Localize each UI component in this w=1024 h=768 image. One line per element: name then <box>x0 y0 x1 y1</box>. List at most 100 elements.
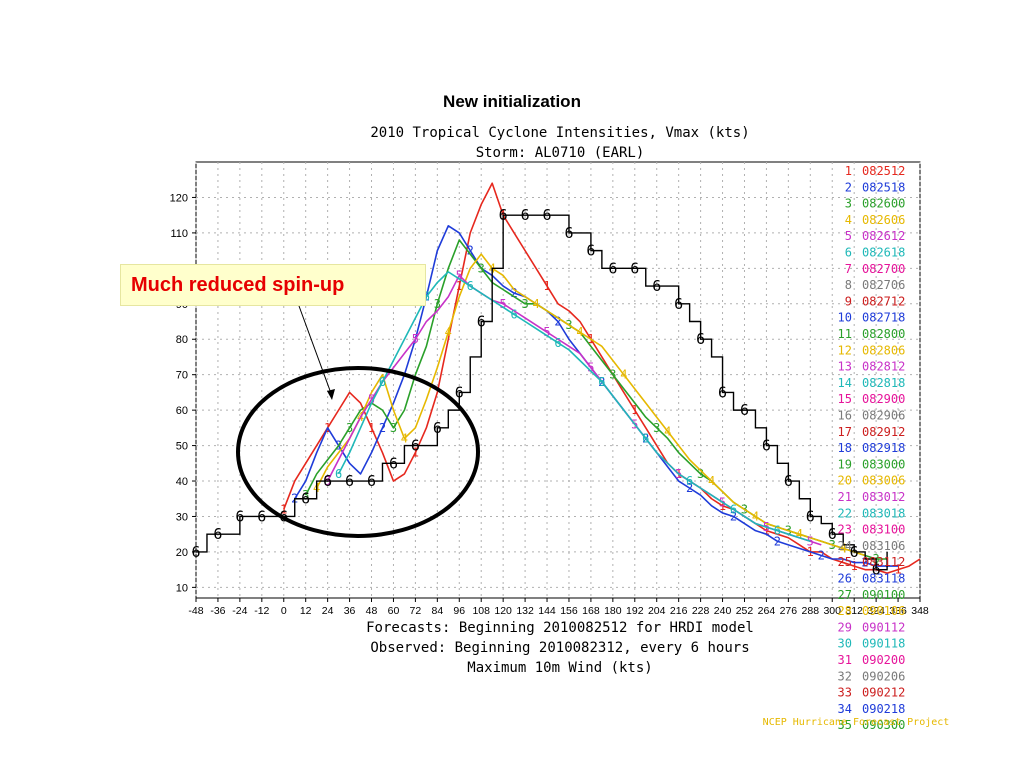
legend-number: 14 <box>838 376 852 390</box>
legend-number: 34 <box>838 702 852 716</box>
observed-marker: 6 <box>257 507 266 525</box>
legend-number: 7 <box>845 262 852 276</box>
legend-label: 082606 <box>862 213 905 227</box>
y-axis-ticks: 102030405060708090100110120 <box>170 192 196 594</box>
legend-number: 25 <box>838 555 852 569</box>
series-marker: 4 <box>532 297 539 311</box>
x-tick-label: 144 <box>538 605 556 617</box>
observed-marker: 6 <box>301 490 310 508</box>
x-tick-label: 48 <box>366 605 378 617</box>
x-tick-label: 0 <box>281 605 287 617</box>
observed-marker: 6 <box>806 507 815 525</box>
x-tick-label: 228 <box>692 605 710 617</box>
legend-number: 16 <box>838 409 852 423</box>
observed-line <box>196 214 888 571</box>
series-marker: 2 <box>554 315 561 329</box>
legend-number: 22 <box>838 506 852 520</box>
callout-text: Much reduced spin-up <box>131 274 345 296</box>
series-marker: 2 <box>686 481 693 495</box>
legend-label: 083118 <box>862 572 905 586</box>
observed-marker: 6 <box>389 454 398 472</box>
series-marker: 4 <box>401 431 408 445</box>
plot-frame <box>195 161 921 599</box>
legend-number: 4 <box>845 213 852 227</box>
legend-number: 10 <box>838 311 852 325</box>
legend-number: 15 <box>838 392 852 406</box>
callout-arrow-head <box>327 389 335 400</box>
x-tick-label: 264 <box>758 605 776 617</box>
series-marker: 6 <box>379 375 386 389</box>
y-tick-label: 30 <box>176 511 188 523</box>
series-marker: 5 <box>412 332 419 346</box>
legend-label: 082512 <box>862 164 905 178</box>
observed-marker: 6 <box>608 259 617 277</box>
series-marker: 4 <box>576 325 583 339</box>
x-tick-label: 204 <box>648 605 666 617</box>
legend-number: 20 <box>838 474 852 488</box>
observed-marker: 6 <box>323 472 332 490</box>
highlight-ellipse <box>236 366 480 538</box>
legend-number: 17 <box>838 425 852 439</box>
observed-marker: 6 <box>433 419 442 437</box>
series-marker: 6 <box>598 375 605 389</box>
legend-number: 13 <box>838 360 852 374</box>
series-marker: 1 <box>412 446 419 460</box>
series-marker: 6 <box>511 307 518 321</box>
x-tick-label: 132 <box>516 605 534 617</box>
x-tick-label: 312 <box>845 605 863 617</box>
legend-label: 083106 <box>862 539 905 553</box>
callout-arrow-line <box>298 305 333 397</box>
x-tick-label: 348 <box>911 605 929 617</box>
series-marker: 1 <box>763 524 770 538</box>
series-marker: 1 <box>894 563 901 577</box>
observed-marker: 6 <box>850 543 859 561</box>
legend-label: 082812 <box>862 360 905 374</box>
legend-number: 24 <box>838 539 852 553</box>
legend-number: 27 <box>838 588 852 602</box>
chart-title: 2010 Tropical Cyclone Intensities, Vmax … <box>370 125 749 141</box>
footer-line-2: Observed: Beginning 2010082312, every 6 … <box>370 640 749 656</box>
x-tick-label: 336 <box>889 605 907 617</box>
x-tick-label: 240 <box>714 605 732 617</box>
observed-marker: 6 <box>455 383 464 401</box>
observed-marker: 6 <box>674 295 683 313</box>
grid-lines <box>195 162 921 598</box>
series-marker: 3 <box>609 368 616 382</box>
y-tick-label: 50 <box>176 441 188 453</box>
series-marker: 2 <box>774 534 781 548</box>
series-marker: 3 <box>346 421 353 435</box>
observed-marker: 6 <box>235 507 244 525</box>
series-marker: 4 <box>840 541 847 555</box>
series-line-082618 <box>337 271 811 543</box>
series-marker: 4 <box>620 368 627 382</box>
observed-marker: 6 <box>345 472 354 490</box>
legend-label: 083100 <box>862 523 905 537</box>
legend-number: 2 <box>845 180 852 194</box>
series-marker: 2 <box>862 556 869 570</box>
x-tick-label: 168 <box>582 605 600 617</box>
legend-label: 082700 <box>862 262 905 276</box>
legend-label: 082600 <box>862 197 905 211</box>
credit-text: NCEP Hurricane Forecast Project <box>763 717 950 728</box>
series-marker: 3 <box>390 421 397 435</box>
x-tick-label: 120 <box>494 605 512 617</box>
legend-label: 082900 <box>862 392 905 406</box>
legend-label: 082818 <box>862 376 905 390</box>
x-tick-label: 84 <box>431 605 443 617</box>
series-marker: 6 <box>642 431 649 445</box>
y-tick-label: 20 <box>176 547 188 559</box>
observed-marker: 6 <box>564 224 573 242</box>
legend-label: 083112 <box>862 555 905 569</box>
observed-marker: 6 <box>696 330 705 348</box>
legend-label: 083012 <box>862 490 905 504</box>
x-tick-label: 180 <box>604 605 622 617</box>
x-tick-label: 252 <box>736 605 754 617</box>
x-tick-label: -48 <box>188 605 203 617</box>
legend-label: 082618 <box>862 246 905 260</box>
observed-marker: 6 <box>499 206 508 224</box>
series-marker: 6 <box>335 467 342 481</box>
y-tick-label: 60 <box>176 405 188 417</box>
series-marker: 6 <box>554 336 561 350</box>
